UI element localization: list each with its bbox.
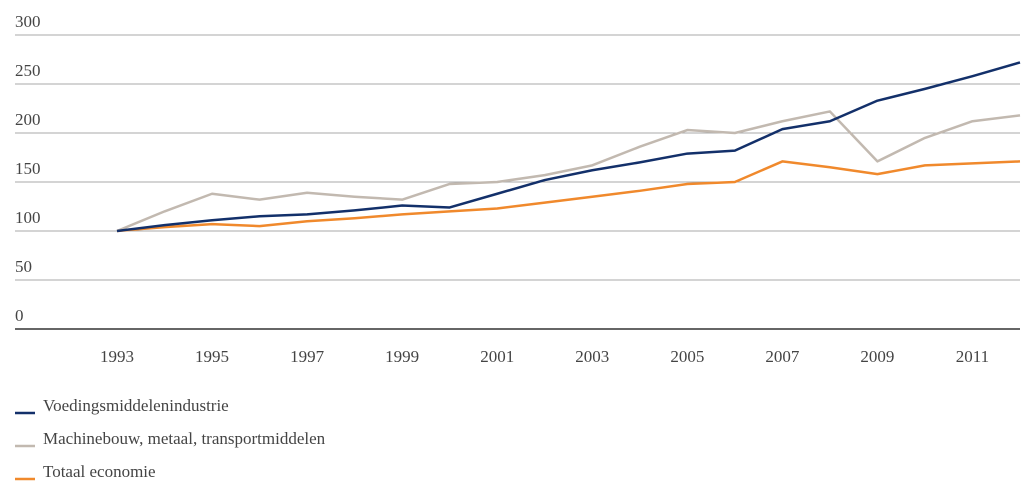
series-line [116, 110, 1021, 233]
y-tick-label: 0 [15, 306, 24, 325]
x-tick-label: 2003 [575, 347, 609, 366]
x-tick-label: 1999 [385, 347, 419, 366]
y-tick-label: 250 [15, 61, 41, 80]
series-line [116, 61, 1021, 233]
series-line [116, 160, 1021, 233]
x-tick-label: 1993 [100, 347, 134, 366]
x-tick-label: 1997 [290, 347, 325, 366]
y-tick-label: 200 [15, 110, 41, 129]
x-tick-label: 2009 [860, 347, 894, 366]
x-tick-label: 2011 [956, 347, 989, 366]
x-tick-label: 2001 [480, 347, 514, 366]
y-tick-label: 150 [15, 159, 41, 178]
legend-label: Totaal economie [43, 462, 156, 481]
x-tick-label: 1995 [195, 347, 229, 366]
x-tick-label: 2005 [670, 347, 704, 366]
y-tick-label: 50 [15, 257, 32, 276]
legend-label: Voedingsmiddelenindustrie [43, 396, 229, 415]
y-tick-label: 100 [15, 208, 41, 227]
y-tick-label: 300 [15, 12, 41, 31]
legend-label: Machinebouw, metaal, transportmiddelen [43, 429, 326, 448]
x-tick-label: 2007 [765, 347, 800, 366]
